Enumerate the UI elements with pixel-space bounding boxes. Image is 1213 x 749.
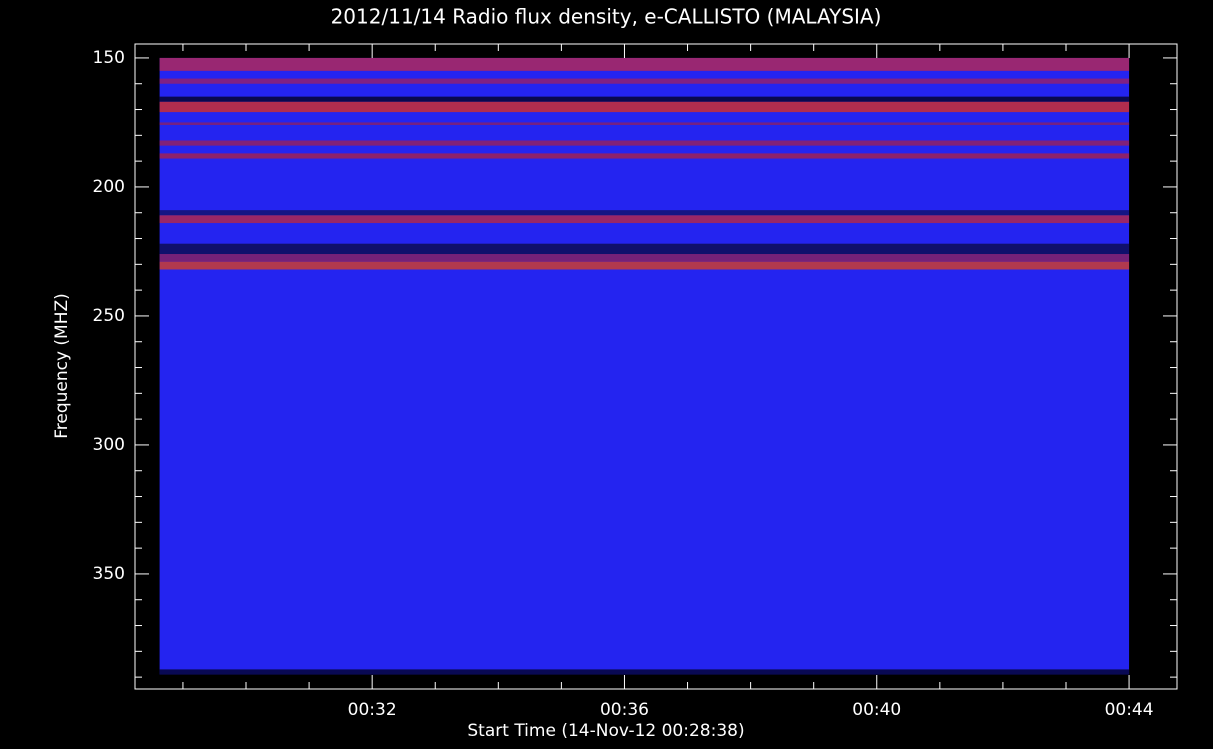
y-tick-label: 350 (93, 564, 125, 584)
x-tick-label: 00:36 (600, 700, 649, 720)
y-axis-label: Frequency (MHZ) (52, 293, 72, 439)
emission-band (160, 215, 1129, 223)
x-axis-label: Start Time (14-Nov-12 00:28:38) (467, 721, 744, 741)
y-tick-label: 200 (93, 177, 125, 197)
chart-title: 2012/11/14 Radio flux density, e-CALLIST… (331, 5, 882, 29)
emission-band (160, 244, 1129, 254)
emission-band (160, 97, 1129, 102)
emission-band (160, 58, 1129, 71)
x-tick-label: 00:32 (348, 700, 397, 720)
emission-band (160, 210, 1129, 215)
emission-band (160, 153, 1129, 158)
x-tick-label: 00:44 (1105, 700, 1154, 720)
page: 2012/11/14 Radio flux density, e-CALLIST… (0, 0, 1213, 749)
emission-band (160, 669, 1129, 674)
x-tick-label: 00:40 (852, 700, 901, 720)
chart: 2012/11/14 Radio flux density, e-CALLIST… (0, 0, 1213, 749)
emission-band (160, 254, 1129, 262)
emission-band (160, 79, 1129, 84)
spectrogram-image (160, 58, 1129, 675)
emission-band (160, 262, 1129, 270)
emission-band (160, 102, 1129, 112)
emission-band (160, 122, 1129, 125)
emission-band (160, 140, 1129, 145)
y-tick-label: 150 (93, 48, 125, 68)
y-tick-label: 300 (93, 435, 125, 455)
y-tick-label: 250 (93, 306, 125, 326)
